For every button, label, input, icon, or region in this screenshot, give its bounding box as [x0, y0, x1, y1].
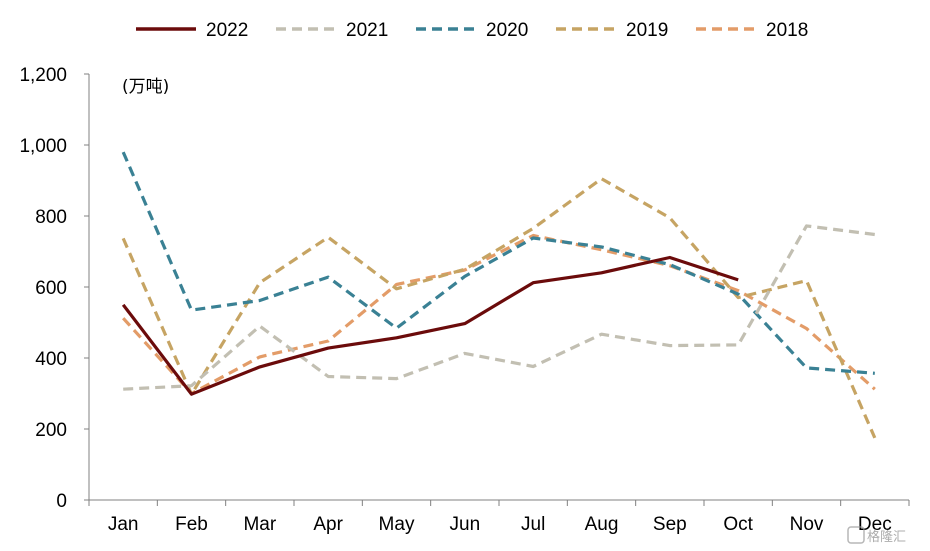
x-tick-label: Jan	[108, 514, 139, 535]
legend-label-2021: 2021	[346, 20, 388, 41]
x-tick-label: Feb	[175, 514, 208, 535]
x-axis: Jan Feb Mar Apr May Jun Jul Aug Sep Oct Nov Dec	[88, 499, 910, 535]
legend: 2022 2021 2020 2019 2018	[136, 20, 808, 41]
x-tick-label: Sep	[653, 514, 687, 535]
series-line-2019	[121, 177, 877, 439]
series-line-2022	[121, 255, 739, 396]
y-tick-label: 1,000	[19, 136, 67, 157]
watermark-logo-icon	[847, 526, 865, 544]
x-tick-label: Aug	[585, 514, 619, 535]
y-tick-label: 800	[35, 207, 67, 228]
y-tick-label: 600	[35, 278, 67, 299]
x-tick-label: Nov	[790, 514, 824, 535]
y-tick-label: 1,200	[19, 65, 67, 86]
legend-label-2019: 2019	[626, 20, 668, 41]
x-tick-label: Jul	[521, 514, 545, 535]
x-tick-label: Jun	[450, 514, 481, 535]
unit-label: (万吨)	[122, 77, 169, 97]
legend-label-2022: 2022	[206, 20, 248, 41]
legend-label-2018: 2018	[766, 20, 808, 41]
legend-label-2020: 2020	[486, 20, 528, 41]
y-tick-label: 0	[56, 491, 67, 512]
y-axis: 0 200 400 600 800 1,000 1,200	[19, 65, 90, 512]
y-tick-label: 200	[35, 420, 67, 441]
watermark-text: 格隆汇	[867, 529, 906, 545]
series-line-2021	[123, 224, 875, 391]
x-tick-label: Dec	[858, 514, 892, 535]
x-tick-label: Apr	[313, 514, 343, 535]
y-tick-label: 400	[35, 349, 67, 370]
series-group	[121, 151, 877, 439]
series-line-2020	[121, 151, 875, 375]
x-tick-label: Mar	[243, 514, 276, 535]
series-line-2018	[122, 233, 876, 396]
x-tick-label: May	[379, 514, 415, 535]
x-tick-label: Oct	[723, 514, 753, 535]
watermark: 格隆汇	[847, 526, 906, 545]
